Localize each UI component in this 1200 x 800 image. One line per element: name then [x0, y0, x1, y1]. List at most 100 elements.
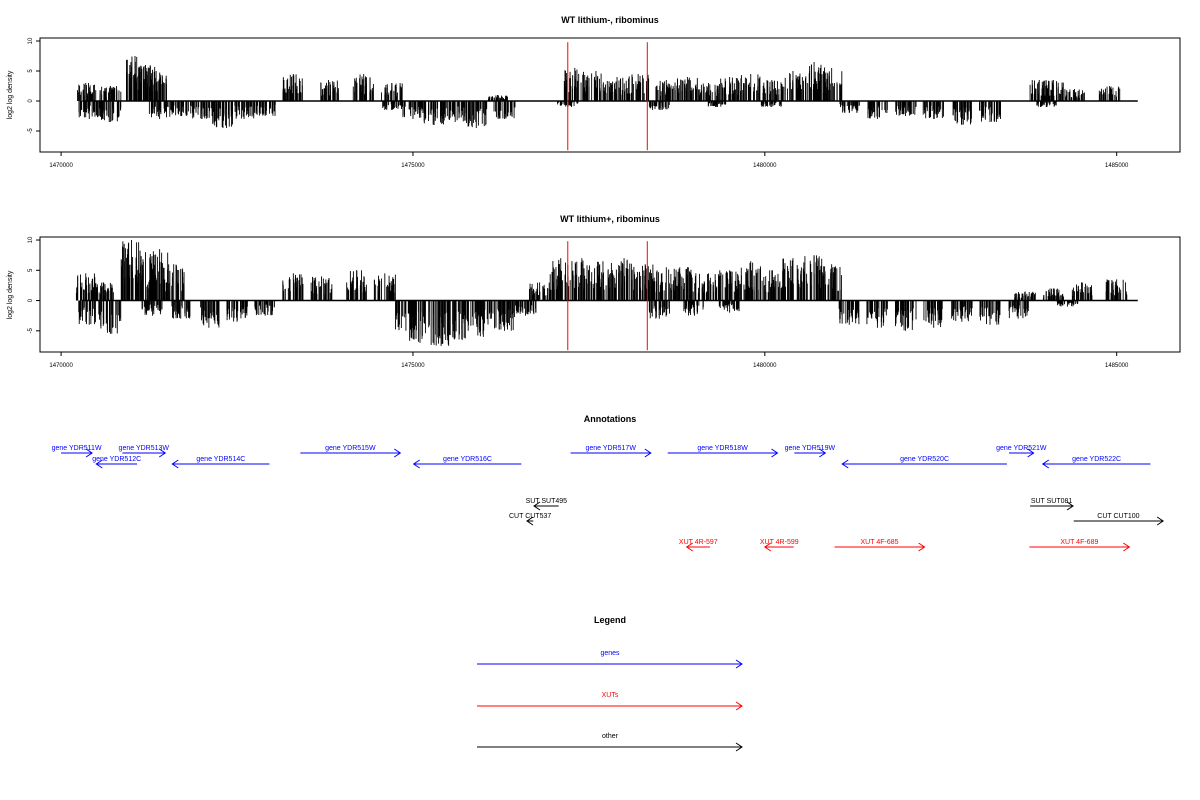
- arrow-head: [412, 459, 420, 469]
- annotation-label: gene YDR517W: [585, 445, 636, 452]
- legend-label: other: [602, 733, 619, 740]
- annotation-label: gene YDR522C: [1072, 456, 1121, 463]
- arrow-head: [685, 542, 693, 552]
- arrow-head: [1027, 448, 1035, 458]
- annotation-arrow: [841, 459, 1007, 469]
- annotation-arrow: [61, 448, 93, 458]
- track-panel-lithium-plus: WT lithium+, ribominus log2 log density …: [7, 214, 1181, 369]
- y-tick-label: 10: [28, 236, 34, 243]
- arrow-head: [735, 742, 743, 752]
- arrow-head: [394, 448, 402, 458]
- annotation-xut: XUT 4F-689: [1029, 539, 1131, 552]
- y-tick-label: -5: [28, 327, 34, 333]
- y-axis-label: log2 log density: [7, 270, 14, 319]
- arrow-head: [526, 516, 534, 526]
- arrow-head: [763, 542, 772, 552]
- arrow-head: [819, 448, 827, 458]
- annotation-label: XUT 4F-689: [1060, 539, 1098, 546]
- annotation-arrow: [300, 448, 402, 458]
- signal-minus: [78, 300, 1079, 346]
- y-tick-label: -5: [28, 128, 34, 134]
- arrow-head: [1041, 459, 1050, 469]
- arrow-head: [1123, 542, 1131, 552]
- annotation-other: CUT CUT537: [509, 513, 551, 526]
- annotation-label: gene YDR520C: [900, 456, 949, 463]
- x-tick-label: 1480000: [753, 163, 777, 169]
- annotation-arrow: [1073, 516, 1165, 526]
- legend-arrow: [477, 659, 743, 669]
- x-tick-label: 1480000: [753, 363, 777, 369]
- annotation-label: gene YDR514C: [196, 456, 245, 463]
- annotations-title: Annotations: [584, 414, 637, 424]
- annotations-panel: Annotations gene YDR511W gene YDR512C gene…: [52, 414, 1165, 552]
- annotation-label: SUT SUT081: [1031, 498, 1073, 505]
- annotation-arrow: [667, 448, 779, 458]
- annotation-xut: XUT 4F-685: [834, 539, 926, 552]
- annotation-label: gene YDR512C: [92, 456, 141, 463]
- arrow-head: [171, 459, 179, 469]
- annotation-arrow: [1030, 501, 1074, 511]
- annotation-label: gene YDR513W: [119, 445, 170, 452]
- annotation-gene: gene YDR519W: [785, 445, 835, 458]
- arrow-head: [735, 659, 743, 669]
- annotation-gene: gene YDR511W: [52, 445, 102, 458]
- arrow-head: [841, 459, 849, 469]
- legend-arrow: [477, 701, 743, 711]
- legend: Legend genes XUTs other: [477, 615, 743, 752]
- annotation-label: CUT CUT100: [1097, 513, 1139, 520]
- legend-label: genes: [600, 650, 620, 657]
- legend-arrow: [477, 742, 743, 752]
- y-axis-label: log2 log density: [7, 70, 14, 119]
- annotation-xut: XUT 4R-597: [679, 539, 718, 552]
- y-tick-label: 5: [28, 268, 34, 272]
- arrow-head: [85, 448, 93, 458]
- signal-plus: [75, 240, 1128, 301]
- annotation-label: gene YDR511W: [52, 445, 102, 452]
- legend-title: Legend: [594, 615, 626, 625]
- annotation-gene: gene YDR517W: [570, 445, 652, 458]
- x-tick-label: 1485000: [1105, 363, 1129, 369]
- annotation-other: SUT SUT081: [1030, 498, 1074, 511]
- plot-frame: [39, 236, 1181, 353]
- annotation-label: gene YDR518W: [697, 445, 748, 452]
- annotation-label: XUT 4F-685: [861, 539, 899, 546]
- y-tick-label: 10: [28, 37, 34, 44]
- annotation-arrow: [1041, 459, 1151, 469]
- annotation-gene: gene YDR522C: [1041, 456, 1151, 469]
- annotation-label: gene YDR516C: [443, 456, 492, 463]
- annotation-arrow: [763, 542, 794, 552]
- annotation-arrow: [570, 448, 652, 458]
- annotation-arrow: [122, 448, 167, 458]
- annotation-arrow: [533, 501, 559, 511]
- annotation-label: gene YDR515W: [325, 445, 376, 452]
- annotation-arrow: [412, 459, 522, 469]
- plot-frame: [39, 37, 1181, 153]
- annotation-gene: gene YDR513W: [119, 445, 170, 458]
- annotation-gene: gene YDR518W: [667, 445, 779, 458]
- arrow-head: [735, 701, 743, 711]
- annotation-gene: gene YDR516C: [412, 456, 522, 469]
- annotation-label: gene YDR521W: [996, 445, 1047, 452]
- legend-item: XUTs: [477, 692, 743, 711]
- annotation-arrow: [1029, 542, 1131, 552]
- annotation-label: XUT 4R-599: [760, 539, 799, 546]
- track-title: WT lithium+, ribominus: [560, 214, 660, 224]
- annotation-label: SUT SUT495: [526, 498, 568, 505]
- arrow-head: [1066, 501, 1074, 511]
- x-tick-label: 1470000: [49, 363, 73, 369]
- signal-plus: [77, 56, 1121, 101]
- legend-item: other: [477, 733, 743, 752]
- annotation-arrow: [794, 448, 827, 458]
- x-tick-label: 1485000: [1105, 163, 1129, 169]
- arrow-head: [158, 448, 167, 458]
- annotation-arrow: [1009, 448, 1035, 458]
- annotation-arrow: [834, 542, 926, 552]
- annotation-gene: gene YDR515W: [300, 445, 402, 458]
- annotation-gene: gene YDR521W: [996, 445, 1047, 458]
- x-tick-label: 1470000: [49, 163, 73, 169]
- arrow-head: [771, 448, 779, 458]
- annotation-gene: gene YDR514C: [171, 456, 270, 469]
- y-tick-label: 0: [28, 298, 34, 302]
- annotation-label: XUT 4R-597: [679, 539, 718, 546]
